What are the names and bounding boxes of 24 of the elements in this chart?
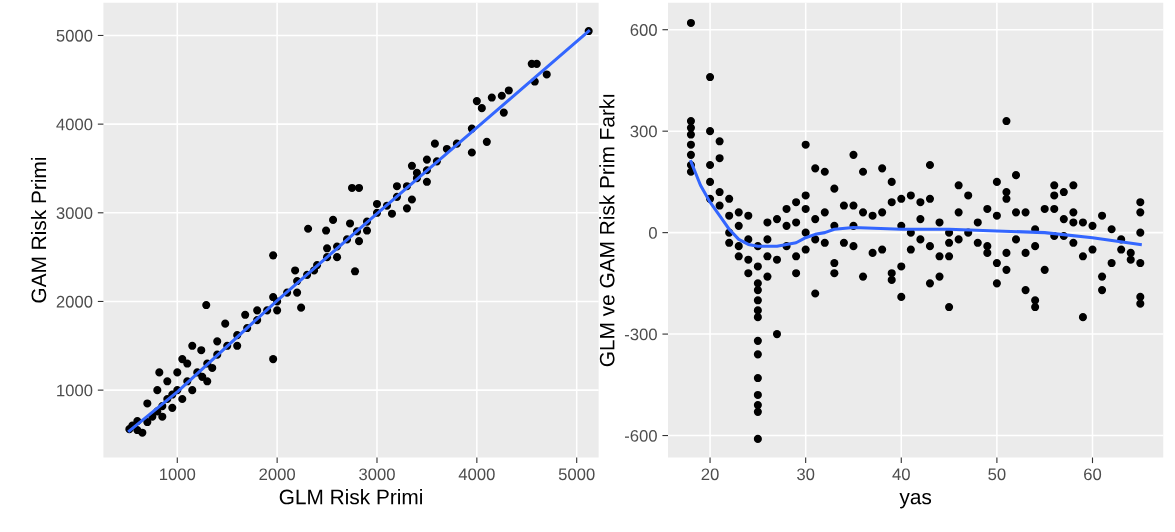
y-tick-label: 4000: [56, 118, 93, 131]
y-tick-label: 300: [630, 125, 657, 138]
y-axis-title: GAM Risk Primi: [30, 158, 47, 303]
x-tick-label: 4000: [458, 468, 495, 481]
x-tick-label: 40: [892, 468, 910, 481]
x-tick-label: 30: [797, 468, 815, 481]
x-tick-label: 60: [1084, 468, 1102, 481]
x-tick-label: 50: [988, 468, 1006, 481]
y-tick-label: 0: [648, 227, 657, 239]
y-axis-title: GLM ve GAM Risk Prim Farkı: [599, 94, 615, 367]
x-axis-title: yas: [899, 492, 932, 509]
y-tick-label: -300: [624, 328, 657, 341]
y-tick-label: 5000: [56, 29, 93, 42]
x-tick-label: 5000: [558, 468, 595, 481]
x-tick-label: 2000: [259, 468, 296, 481]
y-tick-label: 3000: [56, 207, 93, 219]
y-tick-label: 600: [630, 24, 657, 36]
y-tick-label: 2000: [56, 295, 93, 308]
x-tick-label: 1000: [160, 468, 196, 481]
x-tick-label: 20: [701, 468, 719, 481]
y-tick-label: -600: [624, 429, 657, 442]
x-axis-title: GLM Risk Primi: [279, 489, 422, 505]
y-tick-label: 1000: [57, 384, 93, 397]
x-tick-label: 3000: [359, 468, 395, 481]
